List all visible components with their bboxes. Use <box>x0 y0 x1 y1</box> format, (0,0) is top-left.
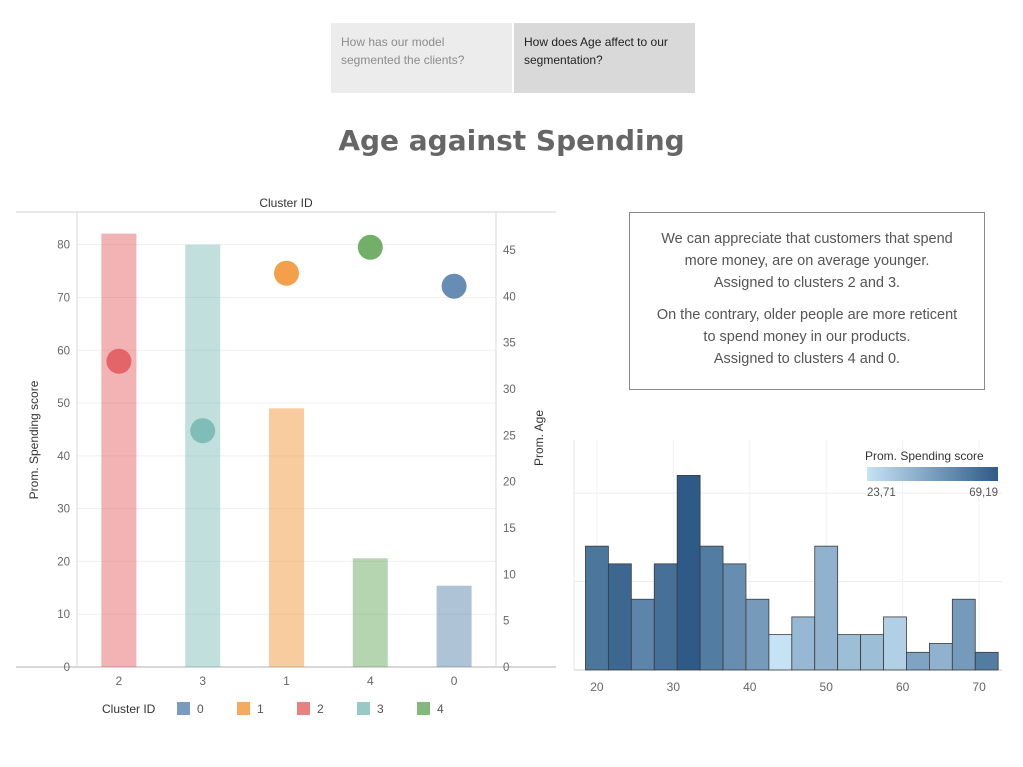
color-legend-max: 69,19 <box>969 487 998 499</box>
y2-tick-label: 5 <box>503 616 509 628</box>
legend-swatch <box>417 702 430 715</box>
tab-bar: How has our model segmented the clients?… <box>331 23 695 93</box>
color-legend-bar <box>867 467 998 481</box>
histogram-bar <box>951 598 976 671</box>
x-tick-label: 1 <box>283 674 290 688</box>
x-tick-label: 40 <box>743 680 757 694</box>
legend-label: 2 <box>317 702 324 716</box>
page-title: Age against Spending <box>338 124 685 157</box>
histogram-bar <box>791 616 816 671</box>
histogram-bar <box>607 563 632 671</box>
insight-paragraph-2: On the contrary, older people are more r… <box>630 304 984 370</box>
y2-tick-label: 10 <box>503 569 516 581</box>
legend-label: 1 <box>257 702 264 716</box>
y-tick-label: 20 <box>57 556 70 568</box>
x-tick-label: 50 <box>820 680 834 694</box>
histogram-bar <box>768 634 793 671</box>
y-tick-label: 50 <box>57 398 70 410</box>
histogram-bar <box>928 643 953 671</box>
legend-label: 0 <box>197 702 204 716</box>
histogram-bar <box>906 651 930 671</box>
x-tick-label: 70 <box>972 680 986 694</box>
age-dot <box>106 348 132 374</box>
legend-swatch <box>297 702 310 715</box>
bar <box>185 244 221 667</box>
tab-age-segmentation[interactable]: How does Age affect to our segmentation? <box>514 23 695 93</box>
note-line: Assigned to clusters 4 and 0. <box>713 351 901 367</box>
y-tick-label: 30 <box>57 504 70 516</box>
y-tick-label: 60 <box>57 345 70 357</box>
cluster-bar-chart: Cluster ID010203040506070800510152025303… <box>16 196 556 716</box>
histogram-bar <box>585 545 609 671</box>
x-tick-label: 2 <box>116 674 123 688</box>
x-tick-label: 30 <box>667 680 681 694</box>
note-line: We can appreciate that customers that sp… <box>661 231 953 247</box>
y2-tick-label: 20 <box>503 477 516 489</box>
y-tick-label: 80 <box>57 240 70 252</box>
y2-tick-label: 15 <box>503 523 516 535</box>
histogram-bar <box>837 634 862 671</box>
age-dot <box>357 234 383 260</box>
insight-paragraph-1: We can appreciate that customers that sp… <box>630 228 984 294</box>
x-tick-label: 4 <box>367 674 374 688</box>
y2-tick-label: 45 <box>503 245 516 257</box>
histogram-bar <box>974 651 999 671</box>
histogram-bar <box>676 474 701 671</box>
y-tick-label: 0 <box>64 662 70 674</box>
age-dot <box>274 260 299 286</box>
histogram-bar <box>630 598 655 671</box>
tab-model-segmentation[interactable]: How has our model segmented the clients? <box>331 23 512 93</box>
histogram-bar <box>653 563 678 671</box>
x-tick-label: 0 <box>451 674 458 688</box>
y2-axis-label: Prom. Age <box>532 410 546 466</box>
color-legend-title: Prom. Spending score <box>865 449 984 463</box>
color-legend-min: 23,71 <box>867 487 896 499</box>
y2-tick-label: 40 <box>503 291 516 303</box>
age-dot <box>190 418 216 444</box>
x-tick-label: 3 <box>199 674 206 688</box>
age-histogram: 20 30 40 50 60 70 Prom. Spending score 23,71 69,… <box>573 440 1002 694</box>
y2-tick-label: 30 <box>503 384 516 396</box>
histogram-bar <box>883 616 907 671</box>
note-line: On the contrary, older people are more r… <box>656 307 958 323</box>
note-line: to spend money in our products. <box>703 329 911 345</box>
note-line: more money, are on average younger. <box>684 253 930 269</box>
legend-swatch <box>237 702 250 715</box>
x-tick-label: 60 <box>896 680 910 694</box>
histogram-bar <box>860 634 884 671</box>
histogram-bar <box>745 598 770 671</box>
legend-label: 4 <box>437 702 444 716</box>
y2-tick-label: 25 <box>503 430 516 442</box>
bar <box>101 233 137 667</box>
y2-tick-label: 0 <box>503 662 509 674</box>
histogram-bar <box>699 545 724 671</box>
bar <box>352 558 388 667</box>
bar <box>269 408 304 667</box>
legend-swatch <box>177 702 190 715</box>
legend-swatch <box>357 702 370 715</box>
chart-title: Cluster ID <box>259 196 313 210</box>
histogram-bar <box>722 563 747 671</box>
histogram-bar <box>814 545 839 671</box>
note-line: Assigned to clusters 2 and 3. <box>713 275 901 291</box>
bar <box>436 585 472 667</box>
age-dot <box>441 273 467 299</box>
y2-tick-label: 35 <box>503 338 516 350</box>
y-tick-label: 40 <box>57 451 70 463</box>
legend-title: Cluster ID <box>102 702 156 716</box>
y-tick-label: 70 <box>57 292 70 304</box>
legend-label: 3 <box>377 702 384 716</box>
y-tick-label: 10 <box>57 609 70 621</box>
x-tick-label: 20 <box>590 680 604 694</box>
y-axis-label: Prom. Spending score <box>27 380 41 499</box>
insight-note: We can appreciate that customers that sp… <box>629 212 985 390</box>
